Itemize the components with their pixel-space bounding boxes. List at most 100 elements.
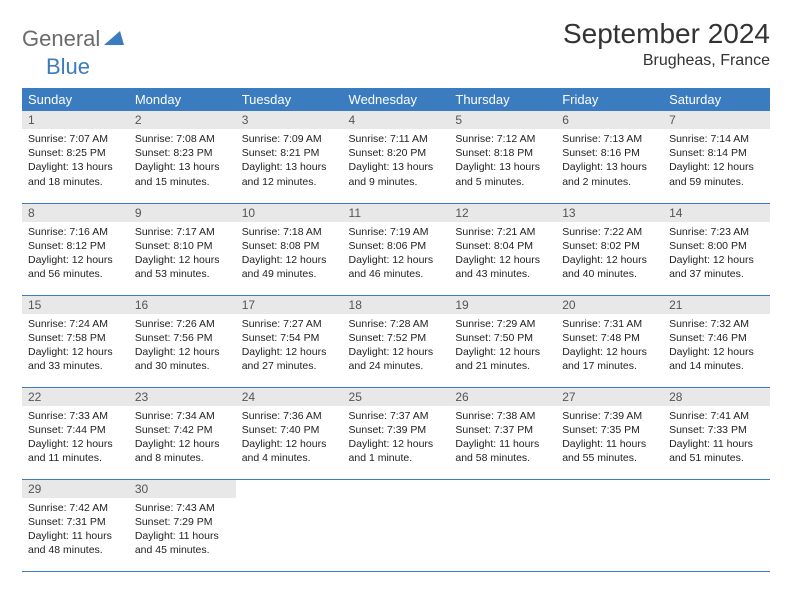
day-number: 21 <box>663 296 770 314</box>
calendar-cell: 24Sunrise: 7:36 AMSunset: 7:40 PMDayligh… <box>236 387 343 479</box>
weekday-header: Friday <box>556 88 663 111</box>
calendar-cell: 14Sunrise: 7:23 AMSunset: 8:00 PMDayligh… <box>663 203 770 295</box>
calendar-cell: 20Sunrise: 7:31 AMSunset: 7:48 PMDayligh… <box>556 295 663 387</box>
daylight-text: Daylight: 13 hours <box>562 160 657 174</box>
day-body: Sunrise: 7:16 AMSunset: 8:12 PMDaylight:… <box>22 222 129 286</box>
day-number: 9 <box>129 204 236 222</box>
day-number: 8 <box>22 204 129 222</box>
daylight-text: and 9 minutes. <box>349 175 444 189</box>
calendar-cell: 15Sunrise: 7:24 AMSunset: 7:58 PMDayligh… <box>22 295 129 387</box>
day-body: Sunrise: 7:33 AMSunset: 7:44 PMDaylight:… <box>22 406 129 470</box>
calendar-cell: 28Sunrise: 7:41 AMSunset: 7:33 PMDayligh… <box>663 387 770 479</box>
weekday-header: Wednesday <box>343 88 450 111</box>
day-body: Sunrise: 7:17 AMSunset: 8:10 PMDaylight:… <box>129 222 236 286</box>
day-body: Sunrise: 7:26 AMSunset: 7:56 PMDaylight:… <box>129 314 236 378</box>
sunrise-text: Sunrise: 7:27 AM <box>242 317 337 331</box>
sunrise-text: Sunrise: 7:26 AM <box>135 317 230 331</box>
day-number: 24 <box>236 388 343 406</box>
calendar-row: 15Sunrise: 7:24 AMSunset: 7:58 PMDayligh… <box>22 295 770 387</box>
day-number: 12 <box>449 204 556 222</box>
calendar-cell: 26Sunrise: 7:38 AMSunset: 7:37 PMDayligh… <box>449 387 556 479</box>
day-body: Sunrise: 7:41 AMSunset: 7:33 PMDaylight:… <box>663 406 770 470</box>
daylight-text: Daylight: 12 hours <box>669 253 764 267</box>
triangle-icon <box>104 29 124 50</box>
daylight-text: Daylight: 11 hours <box>562 437 657 451</box>
calendar-row: 29Sunrise: 7:42 AMSunset: 7:31 PMDayligh… <box>22 479 770 571</box>
daylight-text: Daylight: 12 hours <box>135 345 230 359</box>
sunrise-text: Sunrise: 7:14 AM <box>669 132 764 146</box>
daylight-text: and 17 minutes. <box>562 359 657 373</box>
sunset-text: Sunset: 8:06 PM <box>349 239 444 253</box>
location: Brugheas, France <box>563 52 770 70</box>
day-body: Sunrise: 7:43 AMSunset: 7:29 PMDaylight:… <box>129 498 236 562</box>
day-number: 30 <box>129 480 236 498</box>
daylight-text: and 15 minutes. <box>135 175 230 189</box>
daylight-text: and 46 minutes. <box>349 267 444 281</box>
day-number: 10 <box>236 204 343 222</box>
daylight-text: and 27 minutes. <box>242 359 337 373</box>
daylight-text: and 58 minutes. <box>455 451 550 465</box>
calendar-head: SundayMondayTuesdayWednesdayThursdayFrid… <box>22 88 770 111</box>
daylight-text: and 18 minutes. <box>28 175 123 189</box>
sunrise-text: Sunrise: 7:18 AM <box>242 225 337 239</box>
sunset-text: Sunset: 7:54 PM <box>242 331 337 345</box>
day-number: 29 <box>22 480 129 498</box>
sunset-text: Sunset: 7:58 PM <box>28 331 123 345</box>
sunrise-text: Sunrise: 7:29 AM <box>455 317 550 331</box>
calendar-cell <box>556 479 663 571</box>
day-body: Sunrise: 7:34 AMSunset: 7:42 PMDaylight:… <box>129 406 236 470</box>
sunset-text: Sunset: 8:21 PM <box>242 146 337 160</box>
sunrise-text: Sunrise: 7:11 AM <box>349 132 444 146</box>
day-number: 20 <box>556 296 663 314</box>
sunset-text: Sunset: 7:35 PM <box>562 423 657 437</box>
day-body: Sunrise: 7:37 AMSunset: 7:39 PMDaylight:… <box>343 406 450 470</box>
sunset-text: Sunset: 7:56 PM <box>135 331 230 345</box>
day-body: Sunrise: 7:22 AMSunset: 8:02 PMDaylight:… <box>556 222 663 286</box>
daylight-text: Daylight: 12 hours <box>242 253 337 267</box>
daylight-text: and 59 minutes. <box>669 175 764 189</box>
day-number: 27 <box>556 388 663 406</box>
sunset-text: Sunset: 8:10 PM <box>135 239 230 253</box>
sunset-text: Sunset: 7:29 PM <box>135 515 230 529</box>
day-number: 13 <box>556 204 663 222</box>
calendar-cell: 6Sunrise: 7:13 AMSunset: 8:16 PMDaylight… <box>556 111 663 203</box>
daylight-text: Daylight: 12 hours <box>28 253 123 267</box>
daylight-text: Daylight: 12 hours <box>455 345 550 359</box>
daylight-text: and 53 minutes. <box>135 267 230 281</box>
day-body: Sunrise: 7:14 AMSunset: 8:14 PMDaylight:… <box>663 129 770 193</box>
sunrise-text: Sunrise: 7:17 AM <box>135 225 230 239</box>
day-number: 26 <box>449 388 556 406</box>
calendar-table: SundayMondayTuesdayWednesdayThursdayFrid… <box>22 88 770 572</box>
sunset-text: Sunset: 7:48 PM <box>562 331 657 345</box>
sunset-text: Sunset: 7:31 PM <box>28 515 123 529</box>
day-body: Sunrise: 7:18 AMSunset: 8:08 PMDaylight:… <box>236 222 343 286</box>
weekday-header: Sunday <box>22 88 129 111</box>
title-block: September 2024 Brugheas, France <box>563 18 770 70</box>
day-body: Sunrise: 7:19 AMSunset: 8:06 PMDaylight:… <box>343 222 450 286</box>
sunset-text: Sunset: 8:04 PM <box>455 239 550 253</box>
sunrise-text: Sunrise: 7:12 AM <box>455 132 550 146</box>
calendar-cell: 7Sunrise: 7:14 AMSunset: 8:14 PMDaylight… <box>663 111 770 203</box>
sunset-text: Sunset: 7:39 PM <box>349 423 444 437</box>
day-body: Sunrise: 7:39 AMSunset: 7:35 PMDaylight:… <box>556 406 663 470</box>
calendar-cell: 4Sunrise: 7:11 AMSunset: 8:20 PMDaylight… <box>343 111 450 203</box>
logo: General <box>22 18 126 52</box>
sunrise-text: Sunrise: 7:43 AM <box>135 501 230 515</box>
day-number: 4 <box>343 111 450 129</box>
sunset-text: Sunset: 7:52 PM <box>349 331 444 345</box>
day-number: 19 <box>449 296 556 314</box>
calendar-row: 22Sunrise: 7:33 AMSunset: 7:44 PMDayligh… <box>22 387 770 479</box>
sunset-text: Sunset: 7:50 PM <box>455 331 550 345</box>
calendar-cell: 2Sunrise: 7:08 AMSunset: 8:23 PMDaylight… <box>129 111 236 203</box>
logo-text-general: General <box>22 26 100 52</box>
sunset-text: Sunset: 7:33 PM <box>669 423 764 437</box>
daylight-text: Daylight: 12 hours <box>135 253 230 267</box>
month-title: September 2024 <box>563 18 770 50</box>
daylight-text: Daylight: 13 hours <box>135 160 230 174</box>
calendar-cell: 13Sunrise: 7:22 AMSunset: 8:02 PMDayligh… <box>556 203 663 295</box>
daylight-text: Daylight: 11 hours <box>669 437 764 451</box>
calendar-cell <box>449 479 556 571</box>
sunrise-text: Sunrise: 7:33 AM <box>28 409 123 423</box>
sunrise-text: Sunrise: 7:23 AM <box>669 225 764 239</box>
calendar-cell: 8Sunrise: 7:16 AMSunset: 8:12 PMDaylight… <box>22 203 129 295</box>
